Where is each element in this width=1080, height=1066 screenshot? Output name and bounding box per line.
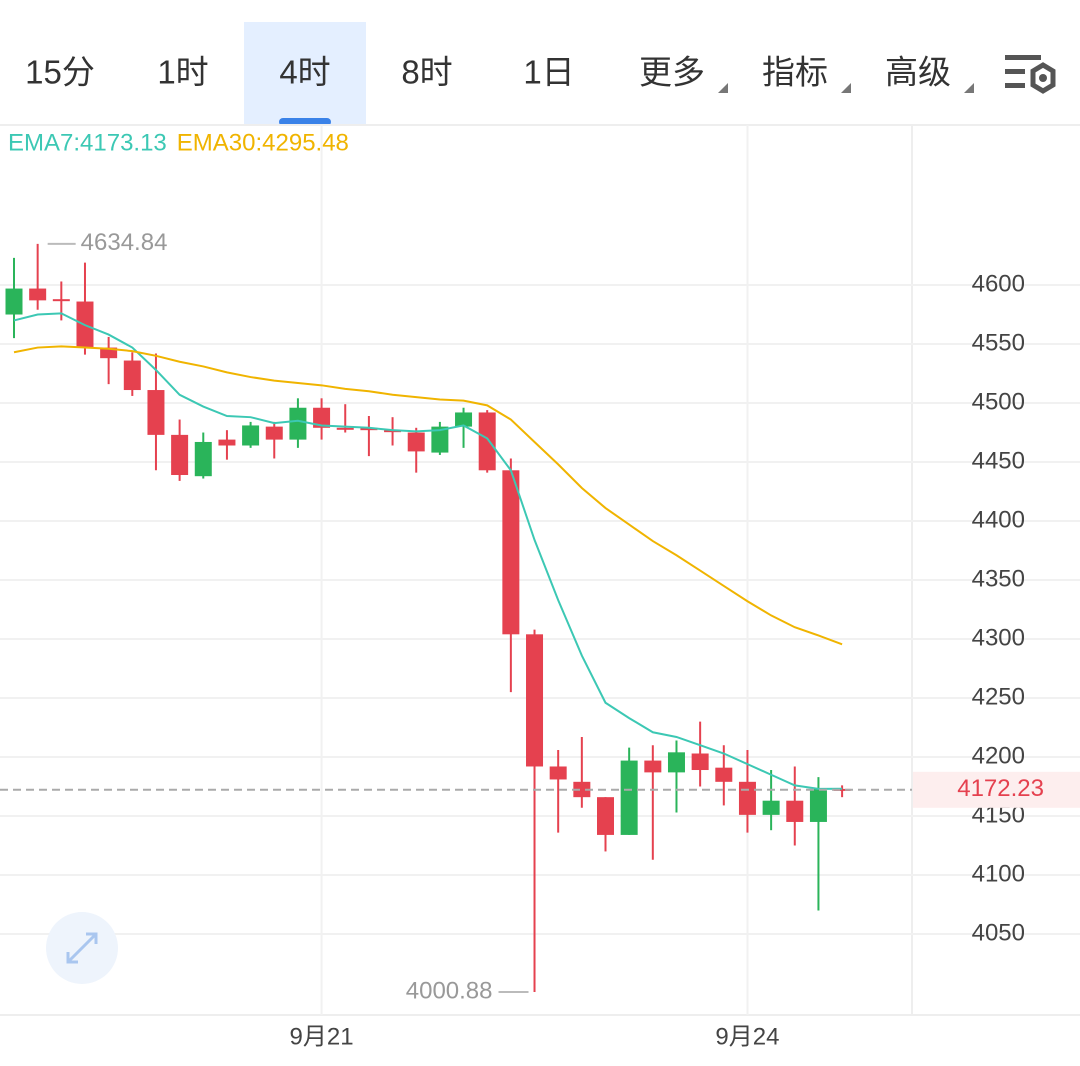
tab-label: 8时 — [401, 54, 452, 91]
icon-bar — [1005, 69, 1025, 74]
tab-caret — [964, 83, 974, 93]
candle-body — [265, 426, 283, 440]
candle-body — [573, 781, 591, 798]
legend: EMA7:4173.13 EMA30:4295.48 — [8, 129, 349, 156]
candle-body — [407, 432, 425, 452]
tab-label: 15分 — [25, 54, 95, 91]
icon-bar — [1005, 83, 1025, 88]
y-tick-label: 4550 — [972, 329, 1025, 356]
candle-body — [171, 434, 189, 476]
tab-label: 指标 — [762, 54, 828, 91]
y-tick-label: 4350 — [972, 565, 1025, 592]
y-tick-label: 4600 — [972, 270, 1025, 297]
tab-label: 1日 — [523, 54, 574, 91]
tab-highlight — [244, 22, 366, 125]
x-tick-label: 9月21 — [290, 1023, 354, 1050]
candle-body — [644, 760, 662, 773]
candle-body — [29, 288, 47, 301]
candle-body — [597, 797, 614, 835]
icon-bar — [1005, 55, 1041, 60]
candle-body — [691, 753, 709, 771]
candle-body — [478, 412, 496, 471]
tab-label: 1时 — [157, 54, 208, 91]
tab[interactable]: 1日 — [523, 54, 574, 91]
settings-icon[interactable] — [1005, 55, 1056, 94]
legend-entry: EMA7:4173.13 — [8, 129, 167, 156]
y-tick-label: 4500 — [972, 388, 1025, 415]
legend-entry: EMA30:4295.48 — [177, 129, 349, 156]
y-tick-label: 4200 — [972, 742, 1025, 769]
tab[interactable]: 15分 — [25, 54, 95, 91]
candle-body — [809, 788, 827, 822]
candle-body — [360, 427, 378, 431]
candle-body — [123, 360, 141, 391]
candle-body — [833, 788, 851, 791]
candle-body — [336, 427, 354, 430]
price-tag-bg — [913, 771, 1080, 808]
candle-body — [147, 390, 165, 435]
candle-body — [242, 425, 260, 446]
tab[interactable]: 1时 — [157, 54, 208, 91]
candle-body — [289, 407, 307, 440]
tab[interactable]: 4时 — [244, 22, 366, 126]
candle-body — [194, 441, 212, 477]
candle-body — [786, 800, 804, 822]
tab[interactable]: 高级 — [885, 54, 974, 93]
tab-label: 高级 — [885, 54, 951, 91]
tab[interactable]: 更多 — [639, 54, 728, 93]
ema-line — [13, 312, 843, 790]
candle-body — [52, 299, 70, 302]
tab-label: 4时 — [279, 54, 330, 91]
max-label: 4634.84 — [81, 229, 168, 256]
tab-caret — [841, 83, 851, 93]
icon-dot — [1039, 74, 1047, 82]
tab-label: 更多 — [639, 54, 705, 91]
tab[interactable]: 指标 — [762, 54, 851, 93]
y-tick-label: 4050 — [972, 919, 1025, 946]
plot: 4634.84 4000.88 4172.23 — [0, 229, 1080, 1004]
candle-body — [455, 412, 473, 427]
candle-body — [313, 407, 331, 428]
expand-arrows — [66, 932, 98, 964]
tab[interactable]: 8时 — [401, 54, 452, 91]
candle-body — [738, 781, 756, 815]
y-tick-label: 4400 — [972, 506, 1025, 533]
candle-body — [5, 288, 23, 315]
min-label: 4000.88 — [406, 977, 493, 1004]
expand-button[interactable] — [46, 912, 118, 984]
y-tick-label: 4250 — [972, 683, 1025, 710]
y-tick-label: 4450 — [972, 447, 1025, 474]
candle-body — [715, 767, 733, 782]
price-tag: 4172.23 — [957, 775, 1044, 802]
candle-body — [431, 426, 449, 453]
ema-line — [13, 345, 843, 646]
candle-body — [762, 800, 780, 815]
candle-body — [549, 766, 567, 780]
candle-body — [667, 752, 685, 773]
candle-body — [218, 439, 236, 446]
y-tick-label: 4100 — [972, 860, 1025, 887]
tab-caret — [718, 83, 728, 93]
grid: 4050410041504200425043004350440044504500… — [0, 125, 1080, 1050]
candle-body — [620, 760, 638, 835]
icon-hex — [1030, 62, 1056, 94]
y-tick-label: 4300 — [972, 624, 1025, 651]
candle-body — [502, 470, 520, 635]
candle-body — [100, 347, 118, 359]
tab-bar: 15分 1时 4时 8时 1日 更多 指标 高级 — [25, 22, 974, 126]
x-tick-label: 9月24 — [715, 1023, 779, 1050]
candle-body — [526, 634, 544, 767]
